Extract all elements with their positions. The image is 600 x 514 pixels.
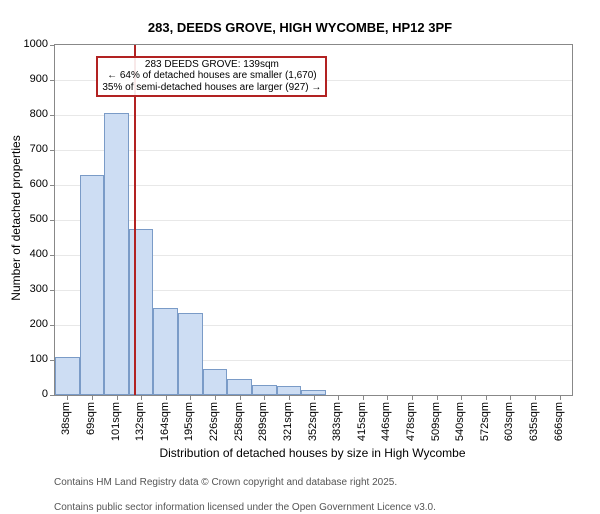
x-axis-label: Distribution of detached houses by size … — [54, 446, 571, 460]
histogram-bar — [203, 369, 228, 395]
x-tick-label: 164sqm — [159, 402, 171, 441]
x-tick-label: 603sqm — [503, 402, 515, 441]
plot-area: 283 DEEDS GROVE: 139sqm← 64% of detached… — [54, 44, 573, 396]
chart-root: { "title": { "line1": "283, DEEDS GROVE,… — [0, 0, 600, 500]
attribution-text: Contains HM Land Registry data © Crown c… — [54, 464, 436, 514]
y-tick-label: 800 — [8, 108, 48, 120]
x-tick-label: 352sqm — [307, 402, 319, 441]
x-tick-label: 572sqm — [479, 402, 491, 441]
x-tick-label: 101sqm — [110, 402, 122, 441]
histogram-bar — [129, 229, 154, 395]
y-tick-label: 900 — [8, 73, 48, 85]
x-tick-label: 289sqm — [257, 402, 269, 441]
x-tick-label: 38sqm — [60, 402, 72, 435]
annotation-line2: ← 64% of detached houses are smaller (1,… — [107, 70, 317, 81]
x-tick-label: 540sqm — [454, 402, 466, 441]
x-tick-label: 69sqm — [85, 402, 97, 435]
gridline — [55, 185, 572, 186]
x-tick-label: 383sqm — [331, 402, 343, 441]
y-tick-label: 400 — [8, 248, 48, 260]
x-tick-label: 321sqm — [282, 402, 294, 441]
histogram-bar — [227, 379, 252, 395]
y-tick-label: 700 — [8, 143, 48, 155]
histogram-bar — [252, 385, 277, 396]
x-tick-label: 132sqm — [134, 402, 146, 441]
gridline — [55, 115, 572, 116]
x-tick-label: 635sqm — [528, 402, 540, 441]
histogram-bar — [55, 357, 80, 396]
title-line1: 283, DEEDS GROVE, HIGH WYCOMBE, HP12 3PF — [148, 20, 452, 35]
y-tick-label: 100 — [8, 353, 48, 365]
gridline — [55, 220, 572, 221]
gridline — [55, 150, 572, 151]
annotation-line1: 283 DEEDS GROVE: 139sqm — [145, 59, 279, 70]
annotation-box: 283 DEEDS GROVE: 139sqm← 64% of detached… — [96, 56, 327, 98]
y-tick-label: 1000 — [8, 38, 48, 50]
x-tick-label: 258sqm — [233, 402, 245, 441]
y-tick-label: 200 — [8, 318, 48, 330]
annotation-line3: 35% of semi-detached houses are larger (… — [102, 82, 321, 93]
y-tick-label: 500 — [8, 213, 48, 225]
x-tick-label: 446sqm — [380, 402, 392, 441]
x-tick-label: 195sqm — [183, 402, 195, 441]
x-tick-label: 666sqm — [553, 402, 565, 441]
histogram-bar — [153, 308, 178, 396]
x-tick-label: 415sqm — [356, 402, 368, 441]
reference-line — [134, 45, 136, 395]
y-tick-label: 0 — [8, 388, 48, 400]
x-tick-label: 478sqm — [405, 402, 417, 441]
x-tick-label: 509sqm — [430, 402, 442, 441]
y-tick-label: 300 — [8, 283, 48, 295]
x-tick-label: 226sqm — [208, 402, 220, 441]
y-tick-label: 600 — [8, 178, 48, 190]
histogram-bar — [104, 113, 129, 395]
histogram-bar — [178, 313, 203, 395]
histogram-bar — [80, 175, 105, 396]
histogram-bar — [277, 386, 302, 395]
